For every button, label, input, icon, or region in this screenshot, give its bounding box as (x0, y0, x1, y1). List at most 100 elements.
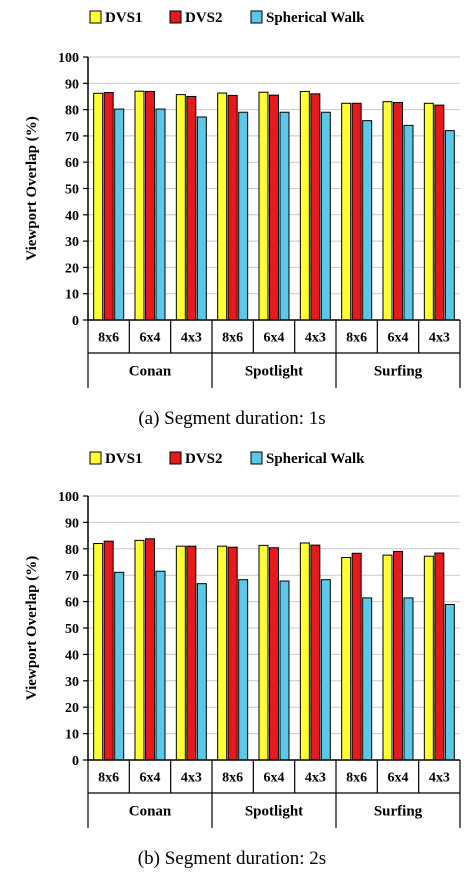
x-tick-label: 6x4 (140, 771, 161, 786)
y-tick-label: 60 (65, 596, 79, 611)
x-tick-label: 8x6 (98, 331, 119, 346)
x-tick-label: 4x3 (305, 771, 326, 786)
bar (196, 116, 207, 321)
x-tick-label: 4x3 (305, 331, 326, 346)
bar (341, 557, 352, 761)
bar (196, 583, 207, 761)
y-tick-label: 30 (65, 235, 79, 250)
bar (423, 102, 434, 321)
legend-label: Spherical Walk (266, 10, 365, 26)
x-tick-label: 4x3 (181, 331, 202, 346)
x-tick-label: 6x4 (388, 771, 409, 786)
x-tick-label: 6x4 (388, 331, 409, 346)
x-tick-label: 8x6 (222, 771, 243, 786)
bar (145, 90, 155, 321)
bar (351, 102, 362, 321)
bar (393, 550, 403, 761)
legend-swatch (89, 451, 102, 465)
legend-label: DVS1 (105, 451, 143, 467)
figure-caption: (b) Segment duration: 2s (138, 848, 326, 869)
legend-item: DVS1 (89, 10, 143, 26)
y-tick-label: 30 (65, 675, 79, 690)
bar (227, 546, 238, 761)
bar (279, 111, 290, 321)
legend-label: DVS2 (185, 10, 223, 26)
legend-item: DVS2 (169, 10, 223, 26)
bar (175, 94, 186, 321)
bar (186, 95, 197, 321)
bar (299, 90, 310, 321)
figure-caption: (a) Segment duration: 1s (138, 408, 325, 429)
bar (279, 580, 290, 761)
y-tick-label: 40 (65, 648, 79, 663)
bar (310, 544, 321, 761)
y-tick-label: 90 (65, 516, 79, 531)
bar (175, 545, 186, 761)
bar (444, 130, 455, 321)
bar (155, 108, 166, 321)
bar (341, 102, 352, 321)
bar (434, 104, 445, 321)
bar (186, 545, 197, 761)
y-tick-label: 90 (65, 77, 79, 92)
legend-swatch (169, 451, 182, 465)
legend-swatch (250, 451, 263, 465)
y-tick-label: 80 (65, 543, 79, 558)
bar (114, 571, 125, 761)
bar (227, 94, 238, 321)
bar (403, 124, 414, 321)
bar (258, 544, 269, 761)
x-tick-label: 6x4 (140, 331, 161, 346)
y-tick-label: 50 (65, 183, 79, 198)
bar (299, 542, 310, 761)
x-tick-label: 4x3 (429, 771, 450, 786)
bar (134, 90, 145, 321)
bar (382, 101, 393, 321)
y-tick-label: 100 (58, 490, 79, 505)
y-tick-label: 40 (65, 209, 79, 224)
bar (114, 108, 125, 321)
bar (103, 540, 114, 761)
y-axis-title: Viewport Overlap (%) (24, 556, 40, 700)
x-tick-label: 6x4 (264, 771, 285, 786)
x-tick-label: 8x6 (222, 331, 243, 346)
legend-label: DVS1 (105, 10, 143, 26)
x-tick-label: 8x6 (346, 771, 367, 786)
y-tick-label: 20 (65, 261, 79, 276)
chart-a: DVS1 DVS2 Spherical Walk 0 10 20 30 40 50 60 70 80 9… (24, 10, 461, 429)
group-label: Conan (129, 364, 172, 380)
chart-b: DVS1 DVS2 Spherical Walk 0 10 20 30 40 50 60 70 80 9… (24, 451, 461, 869)
group-label: Spotlight (245, 364, 303, 380)
legend-item: DVS1 (89, 451, 143, 467)
x-tick-label: 8x6 (346, 331, 367, 346)
group-label: Surfing (374, 804, 423, 820)
bar (134, 539, 145, 761)
bar (382, 554, 393, 761)
x-tick-label: 6x4 (264, 331, 285, 346)
bar (434, 552, 445, 761)
bar (362, 597, 373, 761)
bar (351, 552, 362, 761)
y-tick-label: 100 (58, 51, 79, 66)
y-tick-label: 10 (65, 288, 79, 303)
x-tick-label: 4x3 (181, 771, 202, 786)
bar (93, 543, 104, 761)
y-tick-label: 10 (65, 728, 79, 743)
group-label: Surfing (374, 364, 423, 380)
bar (423, 555, 434, 761)
bar (145, 538, 155, 761)
group-label: Conan (129, 804, 172, 820)
bar (393, 101, 403, 321)
bar (238, 579, 249, 761)
y-tick-label: 70 (65, 569, 79, 584)
bar (269, 94, 279, 321)
bar (403, 597, 414, 761)
x-tick-label: 4x3 (429, 331, 450, 346)
y-tick-label: 0 (72, 754, 79, 769)
legend-item: DVS2 (169, 451, 223, 467)
y-tick-label: 80 (65, 104, 79, 119)
bar (217, 545, 228, 761)
x-tick-label: 8x6 (98, 771, 119, 786)
